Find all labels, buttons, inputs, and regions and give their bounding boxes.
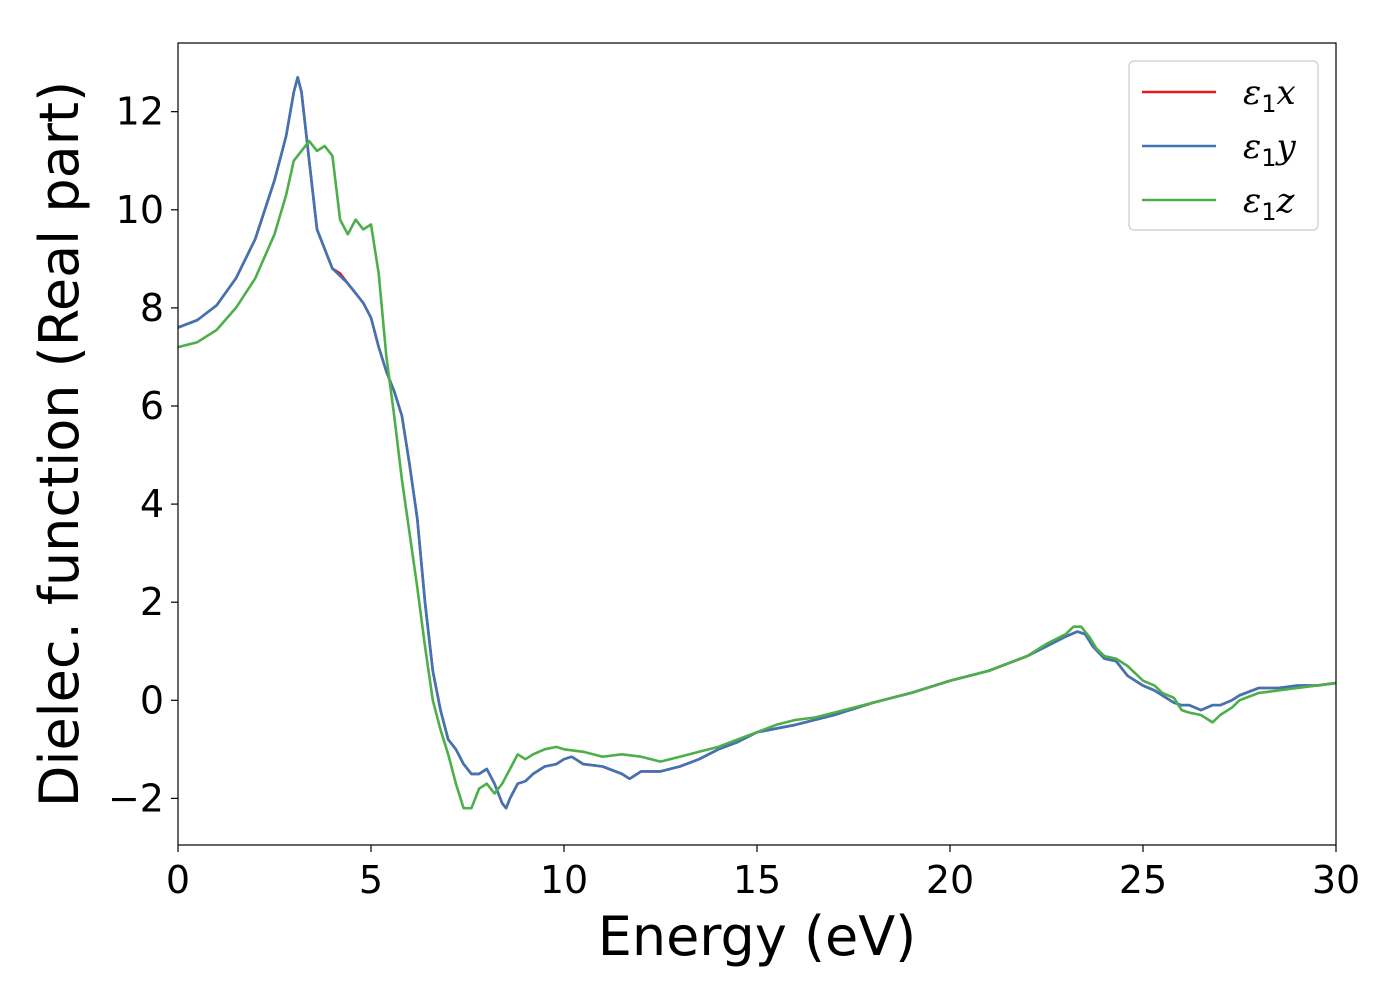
y-tick-label: 12	[116, 90, 164, 134]
x-tick-label: 0	[166, 858, 190, 902]
y-axis: −2 0 2 4 6 8 10 12	[108, 90, 178, 820]
y-tick-label: 6	[140, 384, 164, 428]
x-axis: 0 5 10 15 20 25 30	[166, 845, 1360, 902]
legend-entry-y: ε1y	[1243, 127, 1297, 172]
y-tick-label: 10	[116, 188, 164, 232]
series-line-z	[178, 139, 1336, 810]
y-tick-label: 8	[140, 286, 164, 330]
x-tick-label: 10	[540, 858, 588, 902]
y-tick-label: 0	[140, 678, 164, 722]
legend: ε1x ε1y ε1z	[1128, 60, 1319, 231]
y-tick-label: 2	[140, 580, 164, 624]
legend-entry-x: ε1x	[1243, 73, 1296, 118]
x-tick-label: 25	[1119, 858, 1167, 902]
y-axis-label: Dielec. function (Real part)	[28, 81, 91, 807]
x-tick-label: 30	[1312, 858, 1360, 902]
x-tick-label: 20	[926, 858, 974, 902]
x-tick-label: 5	[359, 858, 383, 902]
y-tick-label: 4	[140, 482, 164, 526]
x-axis-label: Energy (eV)	[598, 905, 917, 968]
legend-box	[1128, 60, 1319, 231]
series-line-y	[178, 76, 1336, 810]
y-tick-label: −2	[108, 776, 164, 820]
x-tick-label: 15	[733, 858, 781, 902]
series-layer	[178, 76, 1336, 810]
legend-entry-z: ε1z	[1243, 181, 1296, 226]
